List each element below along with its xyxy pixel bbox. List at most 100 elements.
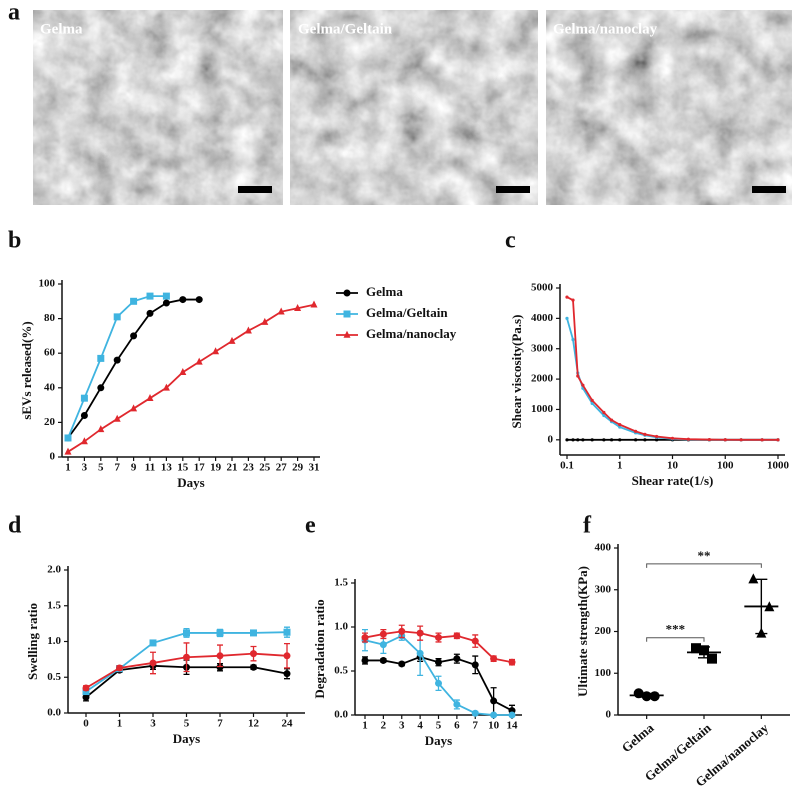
image-label: Gelma/nanoclay	[553, 21, 658, 37]
x-tick-label: 1	[117, 718, 123, 730]
marker	[416, 649, 424, 657]
marker	[760, 438, 764, 442]
y-tick-label: 40	[44, 381, 56, 393]
marker	[116, 664, 123, 672]
marker	[490, 711, 498, 719]
x-axis-label: Days	[177, 475, 204, 490]
marker	[80, 437, 88, 445]
sd-bar	[698, 646, 710, 659]
y-tick-label: 2.0	[47, 564, 61, 576]
x-axis-label: Days	[425, 733, 452, 748]
marker	[453, 655, 461, 663]
marker	[113, 313, 121, 321]
y-tick-label: 0	[50, 451, 56, 463]
marker	[379, 641, 387, 649]
marker	[149, 659, 157, 667]
marker	[146, 292, 154, 300]
x-tick-label: 12	[248, 718, 260, 730]
y-tick-label: 0.5	[47, 671, 61, 683]
sem-image	[290, 10, 538, 205]
marker	[655, 434, 659, 439]
x-tick-label: Gelma	[619, 720, 657, 755]
marker	[195, 357, 203, 365]
marker	[609, 438, 614, 442]
marker	[82, 693, 90, 701]
marker	[130, 297, 138, 305]
panel-label: d	[8, 513, 22, 539]
marker	[398, 627, 406, 635]
marker	[471, 637, 479, 645]
marker	[453, 700, 461, 708]
y-tick-label: 0	[548, 433, 554, 445]
marker	[571, 298, 575, 302]
marker	[250, 629, 257, 637]
legend-label: Gelma/nanoclay	[366, 326, 457, 341]
x-tick-label: 24	[282, 718, 294, 730]
marker	[670, 436, 675, 440]
marker	[723, 438, 727, 442]
series-line	[67, 303, 315, 453]
sd-bar	[755, 578, 768, 635]
marker	[435, 634, 442, 642]
marker	[179, 296, 187, 304]
panel-label: b	[8, 228, 21, 254]
marker	[244, 326, 252, 334]
sem-images: Gelma Gelma/Geltain Gelma/nanoclay	[33, 10, 792, 205]
significance-bracket	[646, 563, 762, 568]
y-tick-label: 5000	[531, 282, 554, 294]
marker	[179, 368, 187, 376]
y-tick-label: 1.0	[334, 621, 348, 633]
marker	[216, 663, 224, 671]
x-tick-label: 17	[194, 462, 206, 474]
marker	[590, 401, 594, 405]
x-tick-label: 15	[177, 462, 189, 474]
marker	[261, 317, 269, 325]
marker	[343, 310, 351, 318]
marker	[113, 356, 121, 364]
marker	[453, 632, 461, 640]
y-tick-label: 100	[39, 278, 56, 290]
x-tick-label: 7	[473, 720, 479, 732]
y-tick-label: 60	[44, 347, 56, 359]
y-tick-label: 300	[595, 583, 612, 595]
marker	[250, 663, 257, 671]
marker	[82, 684, 90, 692]
marker	[130, 404, 138, 412]
marker	[162, 383, 170, 391]
y-tick-label: 1.5	[47, 599, 61, 611]
marker	[80, 394, 88, 402]
marker	[435, 679, 442, 687]
marker	[80, 411, 88, 419]
scale-bar	[752, 186, 786, 193]
panel-label: a	[8, 0, 20, 26]
y-tick-label: 1000	[531, 403, 554, 415]
x-tick-label: 1	[617, 460, 623, 472]
marker	[294, 304, 302, 312]
panel-label: e	[305, 513, 316, 539]
y-axis-label: sEVs released(%)	[19, 321, 34, 419]
significance-label: **	[698, 548, 711, 563]
marker	[508, 711, 516, 719]
series-line	[364, 634, 512, 716]
marker	[250, 650, 257, 658]
x-tick-label: 3	[399, 720, 405, 732]
marker	[64, 434, 72, 442]
y-tick-label: 0.0	[47, 707, 61, 719]
x-tick-label: 5	[184, 718, 190, 730]
significance-label: ***	[666, 622, 686, 637]
sem-image	[546, 10, 792, 205]
x-tick-label: 1	[65, 462, 71, 474]
marker	[283, 628, 291, 636]
marker	[146, 309, 154, 317]
marker	[113, 414, 121, 422]
marker	[398, 660, 406, 668]
y-axis-label: Degradation ratio	[312, 599, 327, 698]
y-axis-label: Shear viscosity(Pa.s)	[509, 315, 524, 429]
marker	[581, 383, 585, 387]
marker	[609, 418, 614, 422]
image-label: Gelma/Geltain	[298, 21, 393, 37]
x-tick-label: 27	[276, 462, 288, 474]
marker	[228, 336, 236, 344]
y-tick-label: 400	[595, 542, 612, 554]
x-tick-label: 19	[210, 462, 222, 474]
